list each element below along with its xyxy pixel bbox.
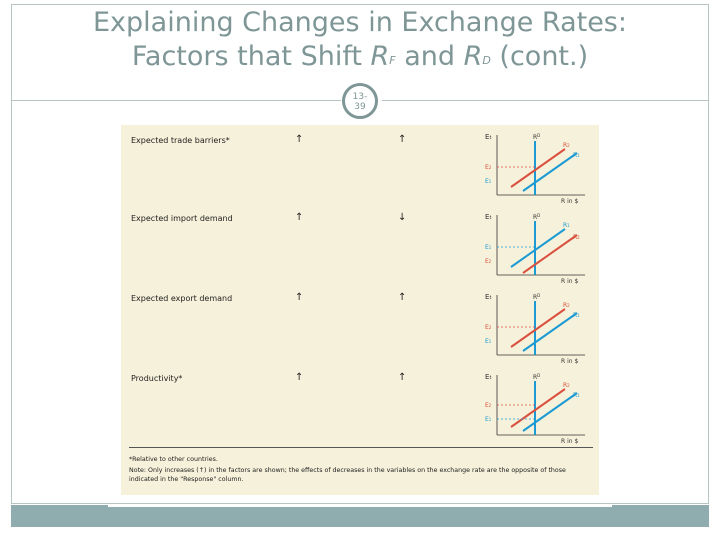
- graph1-rd: RD: [533, 133, 540, 141]
- graph4-e1: E1: [485, 416, 492, 423]
- graph1-rf2: R2: [563, 142, 570, 149]
- title-line-1: Explaining Changes in Exchange Rates:: [93, 7, 627, 38]
- graph3-e1: E1: [485, 338, 492, 345]
- title-rd-sup: D: [482, 54, 491, 67]
- row-label-productivity: Productivity*: [131, 374, 183, 383]
- graph-import-demand: Et R in $ RD R1 R2 E1 E2: [485, 213, 585, 285]
- footnote-separator: [129, 447, 593, 448]
- graph3-rd: RD: [533, 293, 540, 301]
- row-change-trade-barriers: ↑: [295, 134, 304, 145]
- title-and: and: [395, 41, 464, 72]
- graph-export-demand: Et R in $ RD R2 R1 E2 E1: [485, 293, 585, 365]
- graph3-x-label: R in $: [561, 358, 578, 365]
- row-label-trade-barriers: Expected trade barriers*: [131, 136, 230, 145]
- graph-trade-barriers: Et R in $ RD R2 R1 E2 E1: [485, 133, 585, 205]
- footnote-note-line2: indicated in the "Response" column.: [129, 476, 244, 483]
- graph1-y-label: Et: [485, 133, 491, 141]
- graph3-rf1: R1: [573, 312, 580, 319]
- row-response-trade-barriers: ↑: [398, 134, 407, 145]
- title-line-2: Factors that Shift RF and RD (cont.): [0, 40, 720, 74]
- graph1-x-label: R in $: [561, 198, 578, 205]
- graph3-y-label: Et: [485, 293, 491, 301]
- graph4-rf1: R1: [573, 392, 580, 399]
- slide-number-badge: 13- 39: [342, 83, 378, 119]
- row-label-export-demand: Expected export demand: [131, 294, 233, 303]
- graph1-rf1: R1: [573, 152, 580, 159]
- slide-title: Explaining Changes in Exchange Rates: Fa…: [0, 6, 720, 74]
- graph4-e2: E2: [485, 402, 492, 409]
- footnote-note-line1: Note: Only increases (↑) in the factors …: [129, 467, 566, 474]
- title-prefix: Factors that Shift: [131, 41, 371, 72]
- row-change-export-demand: ↑: [295, 292, 304, 303]
- row-change-productivity: ↑: [295, 372, 304, 383]
- row-response-productivity: ↑: [398, 372, 407, 383]
- graph4-y-label: Et: [485, 373, 491, 381]
- graph2-rd: RD: [533, 213, 540, 221]
- title-rule-right: [382, 100, 709, 101]
- graph2-rf2: R2: [573, 234, 580, 241]
- graph2-e2: E2: [485, 258, 492, 265]
- slide-number-top: 13-: [352, 92, 368, 102]
- bottom-accent-bar: [11, 505, 709, 527]
- graph1-e2: E2: [485, 164, 492, 171]
- title-rd: R: [463, 41, 483, 72]
- graph1-e1: E1: [485, 178, 492, 185]
- row-response-import-demand: ↓: [398, 212, 407, 223]
- title-suffix: (cont.): [490, 41, 589, 72]
- graph3-rf2: R2: [563, 302, 570, 309]
- slide-number-bottom: 39: [354, 102, 366, 112]
- graph2-x-label: R in $: [561, 278, 578, 285]
- row-label-import-demand: Expected import demand: [131, 214, 233, 223]
- graph4-rf2: R2: [563, 382, 570, 389]
- title-rf-sup: F: [389, 54, 396, 67]
- graph4-rd: RD: [533, 373, 540, 381]
- factors-table: Expected trade barriers* ↑ ↑ Expected im…: [121, 125, 599, 495]
- row-change-import-demand: ↑: [295, 212, 304, 223]
- graph2-e1: E1: [485, 244, 492, 251]
- graph3-e2: E2: [485, 324, 492, 331]
- footnote-relative: *Relative to other countries.: [129, 456, 218, 463]
- graph2-rf1: R1: [563, 222, 570, 229]
- graph2-y-label: Et: [485, 213, 491, 221]
- bottom-bar-highlight: [108, 505, 612, 507]
- slide-frame: [11, 4, 709, 504]
- title-rf: R: [370, 41, 390, 72]
- graph-productivity: Et R in $ RD R2 R1 E2 E1: [485, 373, 585, 445]
- graph4-x-label: R in $: [561, 438, 578, 445]
- title-rule-left: [11, 100, 341, 101]
- row-response-export-demand: ↑: [398, 292, 407, 303]
